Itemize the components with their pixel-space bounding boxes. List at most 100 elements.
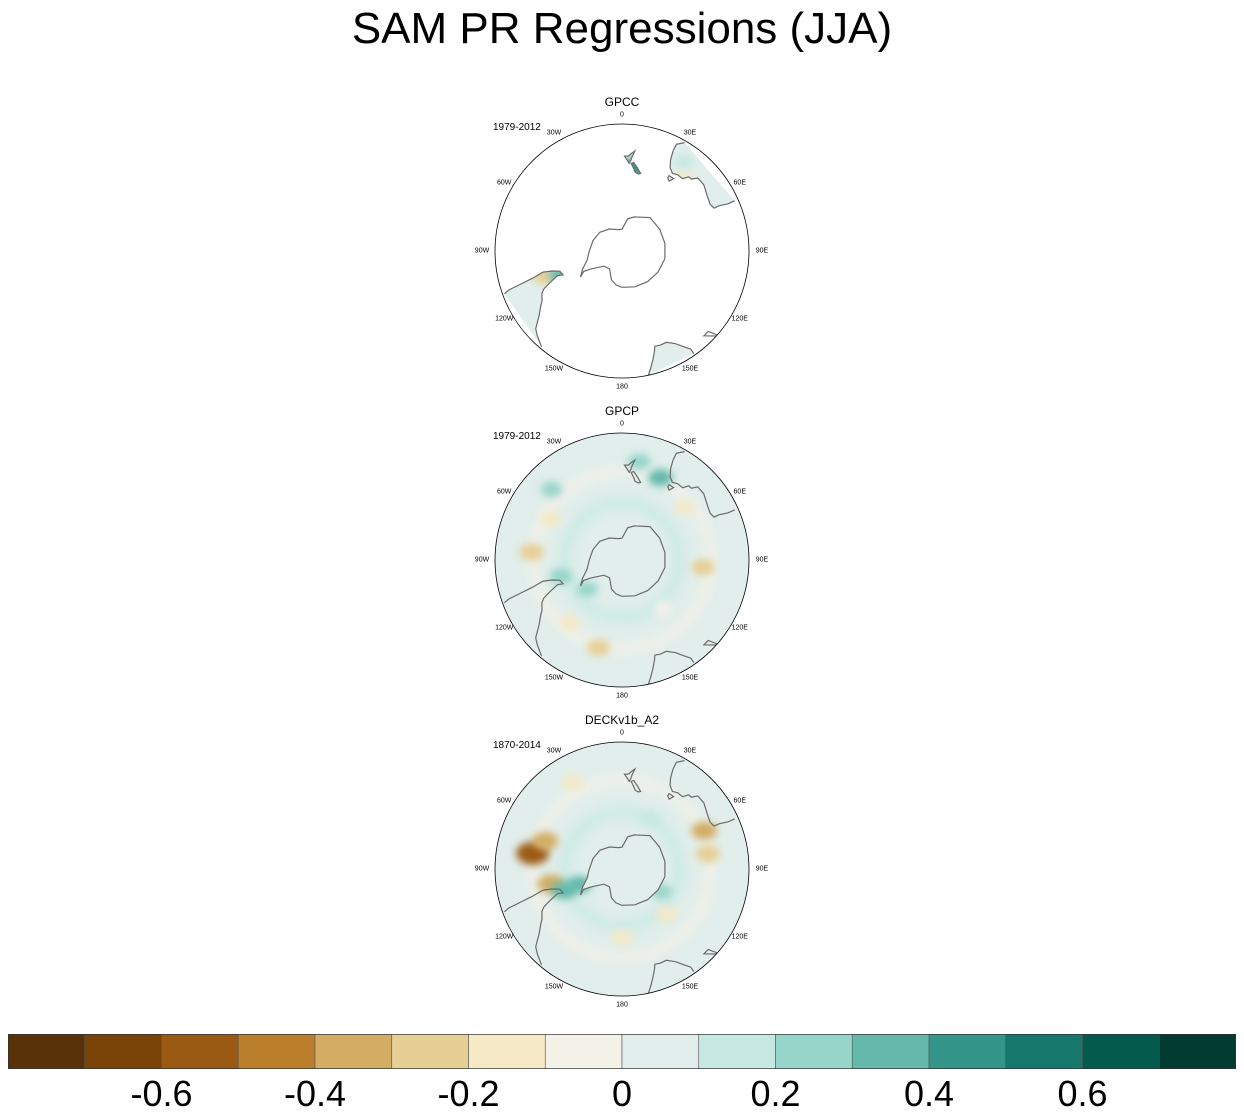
anomaly-blob (587, 639, 611, 656)
coastline-nzSouth (630, 779, 642, 793)
colorbar-bin (237, 1034, 316, 1069)
anomaly-blob (640, 811, 662, 826)
longitude-label: 120E (731, 933, 748, 941)
map-border (494, 432, 750, 688)
panel-title: GPCC (604, 95, 640, 109)
longitude-label: 0 (620, 111, 624, 119)
longitude-label: 120W (495, 315, 514, 323)
coastline-australia (669, 142, 735, 209)
anomaly-blob (656, 906, 678, 922)
coastline-nzSouth (630, 161, 642, 175)
anomaly-blob (576, 581, 599, 597)
colorbar-bin (8, 1034, 86, 1069)
field-ring (557, 495, 687, 625)
longitude-label: 150E (681, 365, 699, 373)
map-border (494, 741, 750, 997)
coastline-africa (647, 341, 695, 376)
anomaly-blob (691, 559, 715, 576)
longitude-label: 60W (497, 179, 512, 187)
anomaly-blob (549, 568, 573, 585)
longitude-label: 60E (733, 179, 746, 187)
coastline-nzNorth (623, 767, 637, 783)
period-label: 1979-2012 (493, 431, 541, 442)
anomaly-blob (674, 500, 695, 515)
longitude-label: 90W (474, 556, 490, 564)
colorbar-bin (928, 1034, 1007, 1069)
longitude-label: 90W (474, 247, 490, 255)
period-label: 1979-2012 (493, 122, 541, 133)
longitude-label: 0 (620, 729, 624, 737)
longitude-label: 60W (497, 488, 512, 496)
colorbar-tick-label: 0.2 (750, 1073, 801, 1114)
longitude-label: 90W (474, 865, 490, 873)
longitude-label: 120E (731, 624, 748, 632)
anomaly-blob (611, 930, 633, 946)
coastline-antarctica (579, 216, 666, 288)
colorbar-tick-label: 0.4 (903, 1073, 955, 1114)
longitude-label: 90E (755, 865, 769, 873)
anomaly-blob (532, 832, 559, 851)
panel-title: GPCP (604, 404, 639, 418)
map-border (494, 123, 750, 379)
anomaly-blob (691, 821, 718, 840)
chart-title: SAM PR Regressions (JJA) (351, 4, 893, 53)
colorbar (8, 1034, 1236, 1069)
coastline-southAmerica (504, 888, 565, 966)
longitude-label: 90E (755, 247, 769, 255)
longitude-label: 120W (495, 624, 514, 632)
longitude-label: 150W (544, 674, 564, 682)
longitude-label: 30W (546, 438, 562, 446)
colorbar-bin (391, 1034, 469, 1069)
longitude-label: 180 (616, 692, 628, 700)
coastline-southAmerica (504, 579, 565, 657)
field-ring (526, 773, 718, 965)
anomaly-blob (540, 511, 563, 527)
colorbar-bin (621, 1034, 700, 1069)
anomaly-blob (695, 845, 720, 863)
panel-title: DECKv1b_A2 (584, 713, 660, 727)
longitude-label: 30W (546, 747, 562, 755)
map-panel-deckv1b: DECKv1b_A2 1870-2014 0 30E 60E 90E 120E 150E 1… (472, 713, 772, 1019)
colorbar-tick-label: -0.4 (283, 1073, 347, 1114)
coastline-antarctica (579, 525, 666, 597)
anomaly-blob (674, 154, 695, 169)
colorbar-bin (544, 1034, 623, 1069)
anomaly-blob (558, 614, 581, 631)
coastline-nzNorth (623, 149, 637, 165)
colorbar-tick-label: -0.2 (437, 1073, 500, 1114)
longitude-label: 60E (733, 797, 746, 805)
colorbar-bin (698, 1034, 776, 1069)
colorbar-bin (468, 1034, 546, 1069)
map-panel-gpcc: GPCC 1979-2012 0 30E 60E 90E 120E 150E 180 150W… (472, 95, 772, 401)
anomaly-blob (653, 602, 673, 616)
longitude-label: 180 (616, 383, 628, 391)
colorbar-bin (1005, 1034, 1083, 1069)
longitude-label: 90E (755, 556, 769, 564)
colorbar-bin (851, 1034, 930, 1069)
longitude-label: 150W (544, 983, 564, 991)
longitude-label: 30E (683, 129, 697, 137)
coastline-tasmania (667, 483, 675, 491)
colorbar-bin (84, 1034, 162, 1069)
polar-map (494, 741, 750, 997)
polar-map (494, 432, 750, 688)
anomaly-blob (561, 775, 583, 791)
anomaly-blob (519, 543, 544, 561)
longitude-label: 180 (616, 1001, 628, 1009)
coastline-tasmania (667, 174, 675, 182)
coastline-australia (669, 760, 735, 827)
period-label: 1870-2014 (493, 740, 541, 751)
longitude-label: 150E (681, 674, 699, 682)
longitude-label: 30E (683, 747, 697, 755)
coastline-africa (647, 650, 695, 685)
field-ring (557, 804, 687, 934)
polar-map (494, 123, 750, 379)
colorbar-tick-label: 0 (611, 1073, 633, 1114)
longitude-label: 0 (620, 420, 624, 428)
anomaly-blob (540, 481, 563, 498)
anomaly-blob (648, 469, 673, 487)
coastline-antarctica (579, 834, 666, 906)
coastline-australia (669, 451, 735, 518)
anomaly-blob (627, 453, 651, 470)
longitude-label: 120E (731, 315, 748, 323)
